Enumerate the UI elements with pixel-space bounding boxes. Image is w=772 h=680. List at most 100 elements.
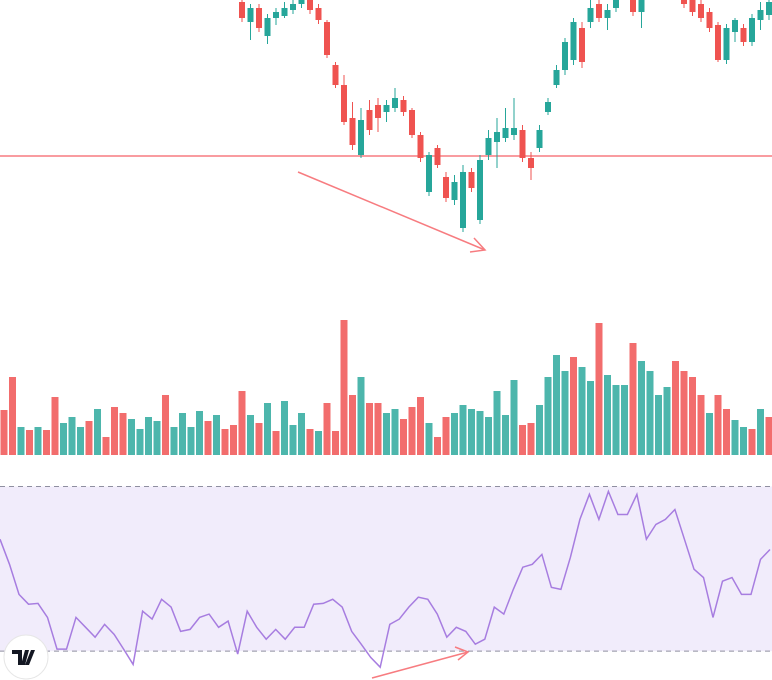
candle-body <box>264 18 271 36</box>
trend-arrow <box>297 171 487 253</box>
candle-body <box>553 70 560 85</box>
candle-body <box>409 110 415 135</box>
candle-body <box>273 12 279 18</box>
rsi-pane <box>0 485 772 669</box>
volume-bar <box>527 423 535 455</box>
volume-bar <box>119 413 127 455</box>
logo <box>3 634 49 680</box>
candle-body <box>579 28 585 62</box>
candle-body <box>570 22 577 60</box>
volume-bar <box>765 417 772 455</box>
candle-body <box>358 120 364 155</box>
candle-body <box>468 172 475 188</box>
volume-bar <box>128 419 135 455</box>
candle-body <box>613 0 619 8</box>
candle-body <box>400 100 407 112</box>
candle-body <box>528 158 534 168</box>
candle-body <box>366 110 373 130</box>
volume-bar <box>315 431 322 455</box>
volume-bar <box>459 405 467 455</box>
candle-body <box>766 2 772 15</box>
candle-body <box>451 182 458 200</box>
volume-bar <box>272 431 280 455</box>
volume-bar <box>34 427 42 455</box>
candle-body <box>604 10 611 18</box>
candle-body <box>485 138 492 155</box>
candle-body <box>740 28 747 42</box>
volume-bar <box>485 417 492 455</box>
candle-body <box>689 0 696 12</box>
volume-bar <box>196 411 203 455</box>
candle-body <box>562 42 568 70</box>
volume-bar <box>417 397 424 455</box>
volume-bar <box>638 361 645 455</box>
candle-body <box>715 25 721 60</box>
candle-body <box>511 128 517 135</box>
candle-body <box>723 28 730 60</box>
volume-bar <box>629 343 637 455</box>
volume-bar <box>60 423 67 455</box>
volume-bar <box>289 425 297 455</box>
volume-bar <box>400 419 407 455</box>
volume-bar <box>706 413 713 455</box>
volume-bar <box>26 430 33 455</box>
volume-bar <box>680 371 688 455</box>
volume-bar <box>510 380 518 455</box>
volume-bar <box>43 430 50 455</box>
volume-bar <box>264 403 271 455</box>
volume-bar <box>663 387 671 455</box>
volume-bar <box>553 355 560 455</box>
candle-body <box>494 132 500 142</box>
volume-bar <box>544 377 552 455</box>
volume-bar <box>468 409 475 455</box>
volume-bar <box>247 415 254 455</box>
candle-body <box>706 12 713 28</box>
volume-bar <box>332 431 339 455</box>
volume-bar <box>230 425 237 455</box>
volume-bar <box>578 367 586 455</box>
candle-body <box>477 160 483 220</box>
volume-bar <box>357 377 365 455</box>
volume-bar <box>570 357 577 455</box>
candle-body <box>443 177 449 198</box>
volume-bar <box>587 381 594 455</box>
volume-bar <box>442 417 450 455</box>
volume-bar <box>136 429 144 455</box>
candle-body <box>341 85 347 122</box>
volume-pane <box>0 320 772 455</box>
volume-bar <box>604 375 611 455</box>
volume-bar <box>187 427 195 455</box>
candle-body <box>757 10 764 20</box>
volume-bar <box>221 429 229 455</box>
candle-body <box>247 8 254 22</box>
volume-bar <box>646 371 654 455</box>
candle-body <box>256 8 262 28</box>
volume-bar <box>561 371 569 455</box>
volume-bar <box>731 420 739 455</box>
volume-bar <box>697 395 705 455</box>
candle-body <box>239 2 245 18</box>
volume-bar <box>391 409 399 455</box>
volume-bar <box>9 377 16 455</box>
volume-bar <box>102 437 110 455</box>
volume-bar <box>306 429 314 455</box>
candle-body <box>681 0 687 4</box>
candle-body <box>536 130 543 148</box>
candle-body <box>324 22 330 55</box>
volume-bar <box>111 407 118 455</box>
candle-body <box>392 98 398 108</box>
volume-bar <box>723 409 730 455</box>
candle-body <box>630 0 636 12</box>
volume-bar <box>204 421 212 455</box>
volume-bar <box>502 415 509 455</box>
volume-bar <box>383 413 390 455</box>
candle-body <box>502 128 509 138</box>
rsi-band <box>0 486 772 652</box>
volume-bar <box>612 385 620 455</box>
volume-bar <box>0 410 8 455</box>
volume-bar <box>493 391 501 455</box>
candle-body <box>375 105 381 118</box>
candle-body <box>332 65 339 85</box>
volume-bar <box>145 417 152 455</box>
volume-bar <box>757 409 764 455</box>
